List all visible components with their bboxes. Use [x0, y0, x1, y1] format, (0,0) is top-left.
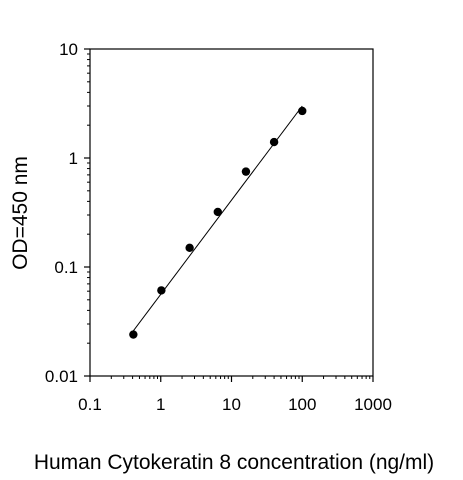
y-tick-label: 10 [59, 40, 78, 59]
data-point [185, 243, 194, 253]
y-axis-label: OD=450 nm [9, 156, 32, 270]
plot-frame [89, 48, 374, 377]
data-point [129, 330, 138, 339]
x-tick-label: 0.1 [78, 395, 102, 414]
y-tick-label: 0.1 [54, 258, 78, 277]
x-tick-label: 1000 [354, 395, 392, 414]
y-tick-label: 0.01 [45, 367, 78, 386]
data-point [213, 207, 222, 217]
data-point [269, 137, 279, 147]
x-tick-label: 10 [222, 395, 241, 414]
points-layer [129, 106, 307, 339]
x-axis-label: Human Cytokeratin 8 concentration (ng/ml… [34, 451, 434, 474]
x-tick-label: 1 [156, 395, 165, 414]
axes-layer [89, 48, 374, 377]
y-tick-label: 1 [69, 149, 78, 168]
data-point [157, 286, 166, 295]
x-tick-label: 100 [288, 395, 316, 414]
data-point [298, 106, 307, 116]
data-point [241, 167, 251, 176]
